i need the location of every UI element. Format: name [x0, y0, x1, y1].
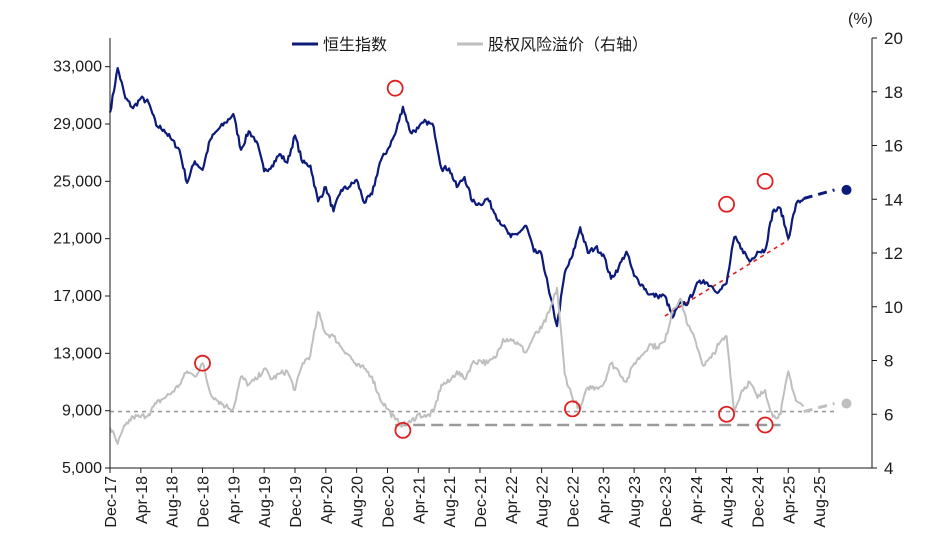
x-tick-label: Apr-20 [319, 476, 336, 524]
x-tick-label: Apr-25 [781, 476, 798, 524]
x-tick-label: Aug-23 [627, 476, 644, 528]
left-tick-label: 17,000 [53, 288, 102, 305]
x-tick-label: Apr-24 [689, 476, 706, 524]
x-tick-label: Aug-24 [720, 476, 737, 528]
right-tick-label: 20 [884, 29, 903, 48]
right-tick-label: 18 [884, 83, 903, 102]
left-tick-label: 9,000 [62, 403, 102, 420]
series-end-marker [841, 398, 852, 409]
x-tick-label: Dec-18 [195, 476, 212, 528]
left-tick-label: 5,000 [62, 460, 102, 477]
x-tick-label: Apr-22 [504, 476, 521, 524]
left-tick-label: 21,000 [53, 231, 102, 248]
highlight-circle [564, 400, 581, 418]
series-dashed-line [803, 188, 835, 200]
x-tick-label: Aug-20 [350, 476, 367, 528]
legend-label-erp: 股权风险溢价（右轴） [488, 36, 648, 54]
left-tick-label: 25,000 [53, 173, 102, 190]
x-tick-label: Aug-22 [535, 476, 552, 528]
x-tick-label: Dec-17 [103, 476, 120, 528]
right-axis-unit: (%) [848, 11, 873, 28]
series-dashed-line [803, 402, 835, 414]
x-tick-label: Aug-21 [442, 476, 459, 528]
legend-label-hsi: 恒生指数 [323, 36, 387, 54]
legend: 恒生指数 股权风险溢价（右轴） [292, 36, 648, 54]
erp-line [109, 286, 805, 445]
hsi-line [108, 67, 805, 328]
left-tick-label: 13,000 [53, 345, 102, 362]
x-tick-label: Aug-18 [165, 476, 182, 528]
right-tick-label: 14 [884, 190, 903, 209]
highlight-circle [718, 405, 735, 423]
right-tick-label: 8 [884, 352, 893, 371]
x-tick-label: Aug-25 [812, 476, 829, 528]
right-axis-ticks: 4 6 8 10 12 14 16 18 20 [884, 29, 903, 478]
reference-lines [110, 239, 835, 427]
left-tick-label: 33,000 [53, 59, 102, 76]
left-axis-ticks: 5,000 9,000 13,000 17,000 21,000 25,000 29,000… [53, 59, 102, 477]
right-tick-label: 10 [884, 298, 903, 317]
left-tick-label: 29,000 [53, 116, 102, 133]
x-tick-label: Apr-19 [226, 476, 243, 524]
x-tick-label: Dec-19 [288, 476, 305, 528]
x-tick-label: Dec-21 [473, 476, 490, 528]
x-tick-label: Apr-18 [134, 476, 151, 524]
x-tick-label: Dec-23 [658, 476, 675, 528]
highlight-circle [756, 172, 774, 190]
highlight-circle [386, 79, 404, 97]
x-tick-label: Dec-22 [565, 476, 582, 528]
highlight-circle [718, 195, 735, 213]
highlight-circle [394, 421, 412, 439]
axes [105, 37, 877, 473]
highlight-circle [756, 416, 774, 434]
right-tick-label: 12 [884, 244, 903, 263]
series-end-marker [841, 184, 852, 195]
highlight-circle [194, 354, 211, 372]
x-tick-label: Dec-20 [380, 476, 397, 528]
x-tick-label: Apr-21 [411, 476, 428, 524]
right-tick-label: 6 [884, 405, 893, 424]
x-axis-ticks: Dec-17 Apr-18 Aug-18 Dec-18 Apr-19 Aug-19 Dec-… [103, 476, 829, 528]
right-tick-label: 4 [884, 459, 893, 478]
highlight-circles [194, 79, 774, 439]
x-tick-label: Dec-24 [750, 476, 767, 528]
x-tick-label: Apr-23 [596, 476, 613, 524]
right-tick-label: 16 [884, 137, 903, 156]
x-tick-label: Aug-19 [257, 476, 274, 528]
series-layer [108, 67, 852, 445]
